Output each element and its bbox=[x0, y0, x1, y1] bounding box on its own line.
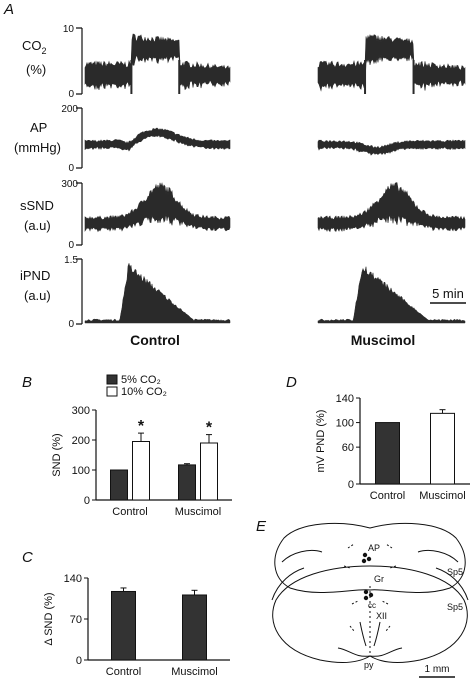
y-axis-label: Δ SND (%) bbox=[43, 592, 55, 645]
control-ssnd-trace bbox=[84, 182, 231, 233]
control-co2-trace bbox=[84, 33, 231, 91]
legend-swatch bbox=[106, 374, 118, 385]
ap-ymax: 200 bbox=[61, 104, 78, 115]
trace-label-ssnd: sSND (a.u) bbox=[20, 198, 54, 233]
x-tick-label: Muscimol bbox=[175, 506, 221, 518]
atlas-label-gr: Gr bbox=[374, 574, 384, 584]
muscimol-co2-step-on bbox=[364, 60, 367, 94]
svg-text:CO2: CO2 bbox=[22, 38, 47, 56]
svg-text:sSND: sSND bbox=[20, 198, 54, 213]
y-tick-label: 0 bbox=[76, 655, 82, 667]
bar bbox=[430, 412, 455, 485]
y-tick-label: 140 bbox=[336, 393, 354, 405]
panel-label-e: E bbox=[256, 518, 267, 535]
panel-d-chart: 0 60 100 140 mV PND (%) Control Muscimol bbox=[315, 393, 470, 502]
ap-ymin: 0 bbox=[68, 163, 74, 174]
significance-marker: * bbox=[206, 420, 213, 437]
atlas-label-sp5-bottom: Sp5 bbox=[447, 602, 463, 612]
svg-text:(mmHg): (mmHg) bbox=[14, 140, 61, 155]
trace-axes bbox=[76, 27, 83, 325]
y-axis-label: mV PND (%) bbox=[315, 410, 327, 473]
svg-text:(a.u): (a.u) bbox=[24, 288, 51, 303]
panel-c-chart: 0 70 140 Δ SND (%) Control Muscimol bbox=[43, 573, 230, 678]
muscimol-ap-trace bbox=[317, 139, 466, 156]
bar bbox=[375, 422, 400, 485]
time-scale-bar: 5 min bbox=[430, 286, 466, 304]
atlas-scale-bar: 1 mm bbox=[419, 664, 455, 678]
x-tick-label: Control bbox=[106, 666, 141, 678]
panel-label-b: B bbox=[22, 374, 32, 391]
y-tick-label: 0 bbox=[84, 495, 90, 507]
co2-ymax: 10 bbox=[63, 24, 75, 35]
muscimol-ssnd-trace bbox=[317, 182, 466, 233]
traces-control bbox=[84, 33, 231, 324]
atlas-label-ap: AP bbox=[368, 543, 380, 553]
co2-ymin: 0 bbox=[68, 89, 74, 100]
svg-text:5 min: 5 min bbox=[432, 286, 464, 301]
bar bbox=[178, 464, 196, 501]
control-ipnd-trace bbox=[84, 262, 231, 324]
svg-text:(%): (%) bbox=[26, 62, 46, 77]
atlas-label-sp5-top: Sp5 bbox=[447, 567, 463, 577]
trace-label-ipnd: iPND (a.u) bbox=[20, 268, 51, 303]
trace-label-ap: AP (mmHg) bbox=[14, 120, 61, 155]
significance-marker: * bbox=[138, 418, 145, 435]
ssnd-ymin: 0 bbox=[68, 240, 74, 251]
control-co2-step-off bbox=[178, 60, 181, 94]
muscimol-co2-step-off bbox=[412, 60, 415, 94]
svg-text:AP: AP bbox=[30, 120, 47, 135]
x-tick-label: Muscimol bbox=[419, 490, 465, 502]
panel-e-brainstem bbox=[271, 522, 469, 664]
atlas-label-cc: cc bbox=[368, 601, 376, 610]
bar bbox=[182, 594, 207, 661]
bar bbox=[111, 590, 136, 661]
traces-muscimol bbox=[317, 34, 466, 324]
x-tick-label: Muscimol bbox=[171, 666, 217, 678]
y-tick-label: 100 bbox=[72, 465, 90, 477]
svg-text:1 mm: 1 mm bbox=[425, 664, 450, 675]
condition-label-control: Control bbox=[130, 332, 180, 348]
trace-label-co2: CO2 (%) bbox=[22, 38, 47, 77]
y-tick-label: 100 bbox=[336, 418, 354, 430]
ipnd-ymax: 1.5 bbox=[64, 255, 78, 266]
svg-text:iPND: iPND bbox=[20, 268, 50, 283]
x-tick-label: Control bbox=[370, 490, 405, 502]
panel-label-a: A bbox=[3, 1, 14, 18]
legend-label: 10% CO₂ bbox=[121, 386, 167, 398]
legend-swatch bbox=[106, 386, 118, 397]
injection-sites bbox=[361, 552, 374, 601]
y-tick-label: 300 bbox=[72, 405, 90, 417]
control-ap-trace bbox=[84, 127, 231, 152]
panel-label-d: D bbox=[286, 374, 297, 391]
y-axis-label: SND (%) bbox=[51, 433, 63, 476]
svg-text:(a.u): (a.u) bbox=[24, 218, 51, 233]
panel-label-c: C bbox=[22, 549, 33, 566]
panel-b-chart: 0 100 200 300 SND (%) Control * Muscimol * 5% CO₂… bbox=[51, 374, 232, 518]
muscimol-co2-trace bbox=[317, 34, 466, 92]
ssnd-ymax: 300 bbox=[61, 179, 78, 190]
control-co2-step-on bbox=[130, 60, 133, 94]
x-tick-label: Control bbox=[112, 506, 147, 518]
bar bbox=[200, 442, 218, 501]
y-tick-label: 60 bbox=[342, 442, 354, 454]
condition-label-muscimol: Muscimol bbox=[351, 332, 416, 348]
y-tick-label: 200 bbox=[72, 435, 90, 447]
y-tick-label: 70 bbox=[70, 614, 82, 626]
bar bbox=[132, 441, 150, 501]
y-tick-label: 0 bbox=[348, 479, 354, 491]
bar bbox=[110, 469, 128, 501]
legend-label: 5% CO₂ bbox=[121, 374, 161, 386]
muscimol-ipnd-trace bbox=[317, 266, 466, 324]
ipnd-ymin: 0 bbox=[68, 319, 74, 330]
y-tick-label: 140 bbox=[64, 573, 82, 585]
atlas-label-py: py bbox=[364, 660, 374, 670]
atlas-label-xii: XII bbox=[376, 611, 387, 621]
